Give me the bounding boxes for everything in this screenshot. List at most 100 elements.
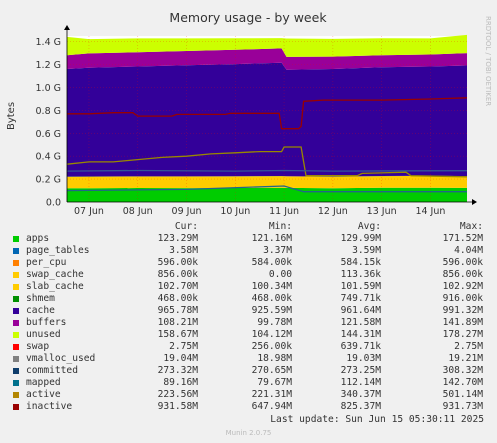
legend-swatch (13, 272, 19, 278)
legend-min: 925.59M (251, 305, 292, 316)
legend-row-swap-cache: swap_cache 856.00k 0.00 113.36k 856.00k (0, 269, 497, 281)
legend-cur: 123.29M (157, 233, 198, 244)
legend-avg: 112.14M (340, 377, 381, 388)
legend-max: 141.89M (442, 317, 483, 328)
legend-swatch (13, 344, 19, 350)
y-axis-label: Bytes (6, 102, 17, 130)
legend-swatch (13, 356, 19, 362)
legend-min: 270.65M (251, 365, 292, 376)
legend-swatch (13, 284, 19, 290)
legend-min: 584.00k (251, 257, 292, 268)
legend-max: 931.73M (442, 401, 483, 412)
legend-avg: 144.31M (340, 329, 381, 340)
rrdtool-credit: RRDTOOL / TOBI OETIKER (484, 16, 492, 106)
legend-swatch (13, 260, 19, 266)
line-active (66, 146, 468, 178)
y-tick-label: 0.8 G (36, 106, 62, 117)
legend-min: 221.31M (251, 389, 292, 400)
legend-name: vmalloc_used (26, 353, 96, 364)
legend-cur: 596.00k (157, 257, 198, 268)
legend-row-shmem: shmem 468.00k 468.00k 749.71k 916.00k (0, 293, 497, 305)
legend-cur: 158.67M (157, 329, 198, 340)
legend-swatch (13, 236, 19, 242)
legend-swatch (13, 308, 19, 314)
legend-avg: 19.03M (346, 353, 381, 364)
legend-min: 468.00k (251, 293, 292, 304)
legend-name: mapped (26, 377, 61, 388)
legend-name: buffers (26, 317, 67, 328)
legend-avg: 3.59M (352, 245, 381, 256)
legend-avg: 340.37M (340, 389, 381, 400)
legend-row-buffers: buffers 108.21M 99.78M 121.58M 141.89M (0, 317, 497, 329)
legend-row-active: active 223.56M 221.31M 340.37M 501.14M (0, 389, 497, 401)
legend-min: 100.34M (251, 281, 292, 292)
legend-row-mapped: mapped 89.16M 79.67M 112.14M 142.70M (0, 377, 497, 389)
header-cur: Cur: (174, 221, 198, 232)
x-tick-label: 09 Jun (172, 206, 202, 217)
legend-name: page_tables (26, 245, 90, 256)
legend-row-cache: cache 965.78M 925.59M 961.64M 991.32M (0, 305, 497, 317)
area-buffers (67, 48, 467, 70)
legend-name: unused (26, 329, 61, 340)
legend-row-slab-cache: slab_cache 102.70M 100.34M 101.59M 102.92M (0, 281, 497, 293)
legend-swatch (13, 332, 19, 338)
area-shmem (67, 175, 467, 177)
legend-max: 178.27M (442, 329, 483, 340)
legend-avg: 749.71k (340, 293, 381, 304)
legend-name: apps (26, 233, 50, 244)
legend-max: 142.70M (442, 377, 483, 388)
legend-swatch (13, 368, 19, 374)
legend-max: 501.14M (442, 389, 483, 400)
header-max: Max: (459, 221, 483, 232)
legend-row-per-cpu: per_cpu 596.00k 584.00k 584.15k 596.00k (0, 257, 497, 269)
legend-min: 256.00k (251, 341, 292, 352)
legend-name: active (26, 389, 61, 400)
x-tick-label: 12 Jun (318, 206, 348, 217)
legend-cur: 3.58M (169, 245, 198, 256)
legend-cur: 89.16M (163, 377, 198, 388)
x-tick-label: 11 Jun (269, 206, 299, 217)
y-axis-arrow (64, 25, 70, 30)
legend-cur: 2.75M (169, 341, 198, 352)
header-avg: Avg: (357, 221, 381, 232)
y-tick-label: 1.4 G (36, 37, 62, 48)
legend-row-unused: unused 158.67M 104.12M 144.31M 178.27M (0, 329, 497, 341)
area-unused (67, 34, 467, 57)
y-tick-label: 0.6 G (36, 129, 62, 140)
legend-avg: 129.99M (340, 233, 381, 244)
last-update: Last update: Sun Jun 15 05:30:11 2025 (270, 414, 484, 425)
legend-header-row: Cur: Min: Avg: Max: (0, 221, 497, 233)
legend-min: 104.12M (251, 329, 292, 340)
legend-avg: 121.58M (340, 317, 381, 328)
legend-name: committed (26, 365, 78, 376)
legend-cur: 856.00k (157, 269, 198, 280)
x-tick-label: 10 Jun (220, 206, 250, 217)
y-tick-label: 0.2 G (36, 175, 62, 186)
legend-min: 121.16M (251, 233, 292, 244)
legend-max: 4.04M (454, 245, 483, 256)
x-tick-label: 14 Jun (415, 206, 445, 217)
legend-cur: 273.32M (157, 365, 198, 376)
x-tick-label: 08 Jun (123, 206, 153, 217)
legend-avg: 584.15k (340, 257, 381, 268)
y-tick-label: 1.2 G (36, 60, 62, 71)
legend-avg: 113.36k (340, 269, 381, 280)
munin-version: Munin 2.0.75 (225, 429, 272, 437)
legend-name: shmem (26, 293, 55, 304)
legend-min: 18.98M (257, 353, 292, 364)
legend-max: 916.00k (442, 293, 483, 304)
memory-chart: 0.0 0.2 G 0.4 G 0.6 G 0.8 G 1.0 G 1.2 G 1.4 G 07… (6, 10, 492, 217)
y-tick-label: 1.0 G (36, 83, 62, 94)
header-min: Min: (268, 221, 292, 232)
line-committed (66, 169, 468, 172)
legend-swatch (13, 320, 19, 326)
legend-max: 102.92M (442, 281, 483, 292)
legend-swatch (13, 404, 19, 410)
legend-cur: 19.04M (163, 353, 198, 364)
legend-min: 79.67M (257, 377, 292, 388)
legend-min: 647.94M (251, 401, 292, 412)
legend-cur: 102.70M (157, 281, 198, 292)
legend-max: 856.00k (442, 269, 483, 280)
legend-max: 596.00k (442, 257, 483, 268)
